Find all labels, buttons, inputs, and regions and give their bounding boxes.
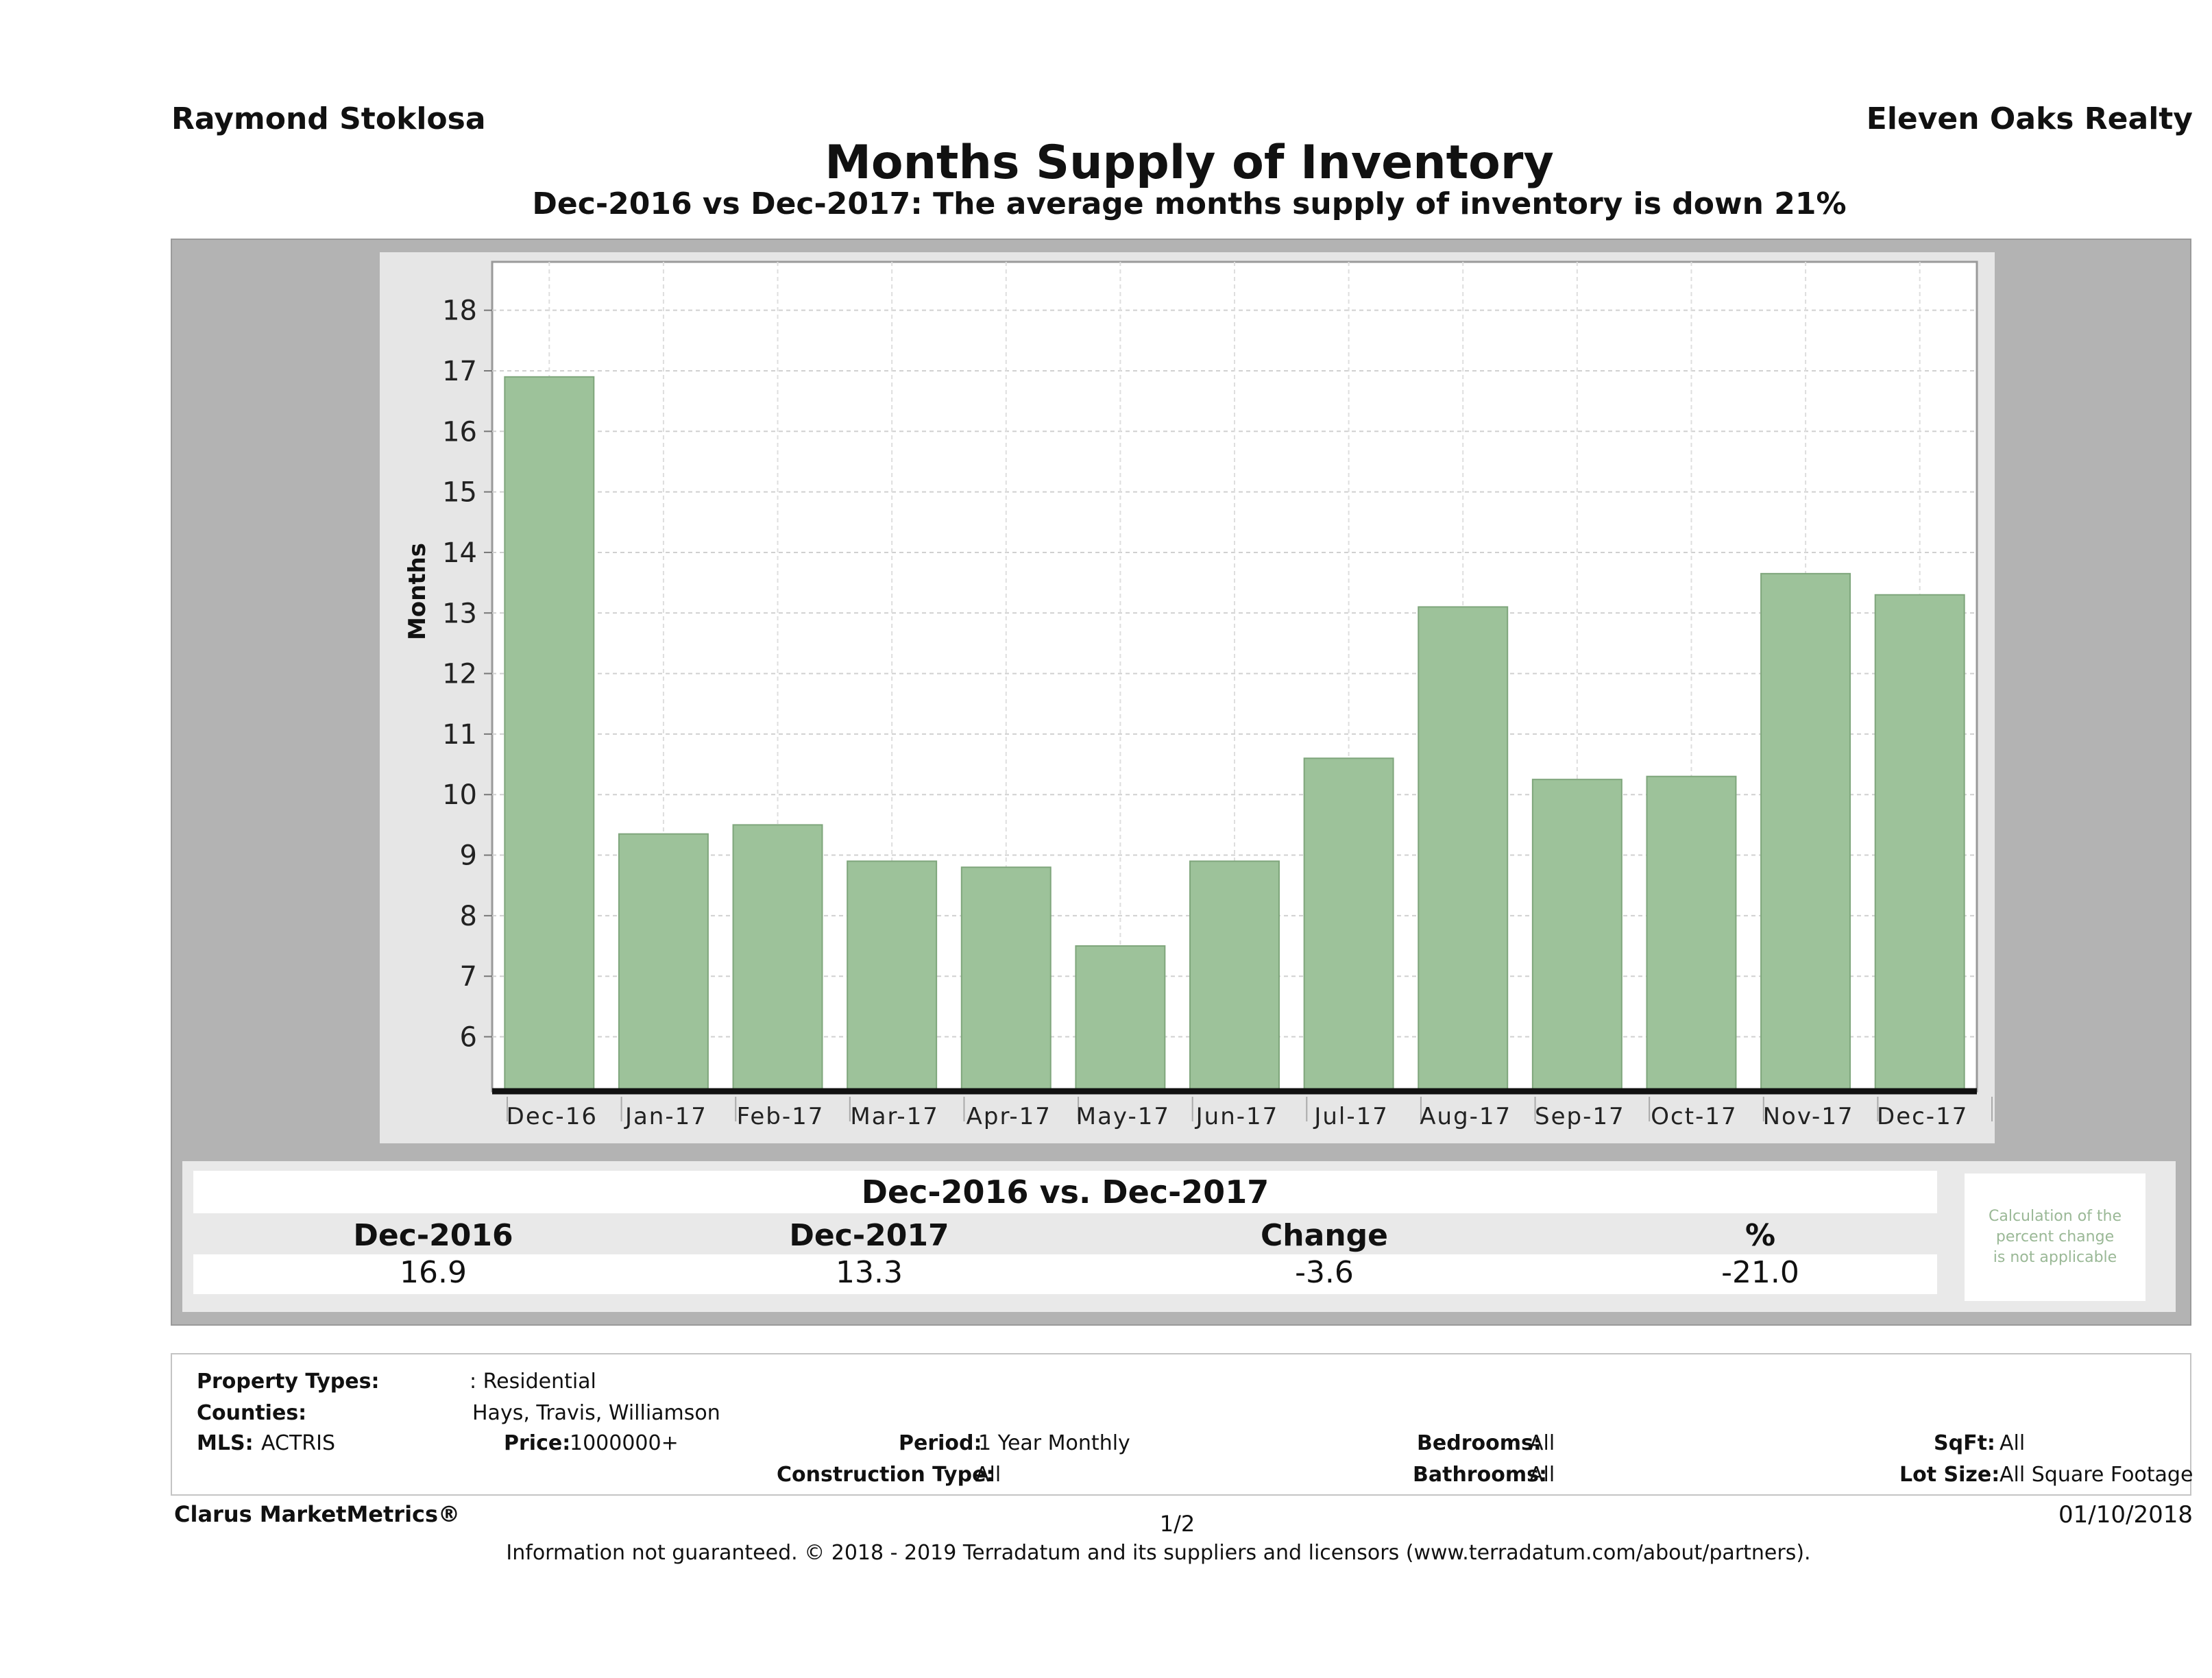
chart-subtitle: Dec-2016 vs Dec-2017: The average months… <box>532 186 1847 221</box>
x-tick-label: Apr-17 <box>967 1103 1052 1130</box>
y-tick-label: 16 <box>442 416 477 448</box>
x-tick-label: Feb-17 <box>737 1103 825 1130</box>
bedrooms-label: Bedrooms: <box>1417 1431 1542 1455</box>
report-date: 01/10/2018 <box>2058 1501 2193 1529</box>
summary-header-percent: % <box>1745 1218 1776 1253</box>
lot-size-label: Lot Size: <box>1899 1463 2000 1487</box>
x-tick-label: Jun-17 <box>1195 1103 1279 1130</box>
summary-header-end: Dec-2017 <box>789 1218 949 1253</box>
y-tick-label: 13 <box>442 598 477 629</box>
x-tick-label: Mar-17 <box>850 1103 939 1130</box>
mls-value: ACTRIS <box>261 1431 336 1455</box>
lot-size-value: All Square Footage <box>2000 1463 2193 1487</box>
note-line-2: percent change <box>1995 1228 2115 1245</box>
bar-dec-17 <box>1874 594 1965 1092</box>
brokerage-name: Eleven Oaks Realty <box>1866 101 2193 136</box>
bar-nov-17 <box>1760 572 1851 1092</box>
summary-table: Dec-2016 vs. Dec-2017 Dec-2016 Dec-2017 … <box>182 1161 2176 1312</box>
x-tick-label: Jul-17 <box>1313 1103 1389 1130</box>
x-tick-label: Jan-17 <box>624 1103 707 1130</box>
footer-brand: Clarus MarketMetrics® <box>174 1501 461 1527</box>
price-label: Price: <box>504 1431 571 1455</box>
summary-values-row: 16.9 13.3 -3.6 -21.0 <box>193 1254 1937 1294</box>
bar-mar-17 <box>847 860 938 1093</box>
x-tick-label: Oct-17 <box>1651 1103 1737 1130</box>
y-tick-label: 7 <box>460 961 477 993</box>
chart-title: Months Supply of Inventory <box>825 136 1554 190</box>
x-tick-label: Aug-17 <box>1420 1103 1511 1130</box>
note-line-1: Calculation of the <box>1988 1208 2122 1225</box>
agent-name: Raymond Stoklosa <box>171 101 486 136</box>
bar-feb-17 <box>732 824 823 1092</box>
summary-header-start: Dec-2016 <box>353 1218 513 1253</box>
bar-dec-16 <box>504 376 595 1093</box>
y-tick-label: 14 <box>442 537 477 569</box>
y-tick-label: 18 <box>442 295 477 327</box>
note-line-3: is not applicable <box>1993 1249 2117 1266</box>
y-tick-label: 9 <box>460 840 477 872</box>
disclaimer: Information not guaranteed. © 2018 - 201… <box>506 1541 1811 1565</box>
mls-label: MLS: <box>197 1431 254 1455</box>
y-tick-label: 17 <box>442 356 477 387</box>
bedrooms-value: All <box>1529 1431 1555 1455</box>
summary-value-percent: -21.0 <box>1721 1255 1799 1290</box>
y-tick-label: 15 <box>442 477 477 509</box>
x-tick-label: Dec-16 <box>507 1103 598 1130</box>
bathrooms-value: All <box>1529 1463 1555 1487</box>
summary-title: Dec-2016 vs. Dec-2017 <box>193 1171 1937 1213</box>
summary-value-change: -3.6 <box>1295 1255 1354 1290</box>
y-tick-label: 11 <box>442 719 477 751</box>
price-value: 1000000+ <box>570 1431 679 1455</box>
y-tick-label: 8 <box>460 901 477 932</box>
summary-header-row: Dec-2016 Dec-2017 Change % <box>193 1217 1937 1253</box>
y-tick-label: 12 <box>442 659 477 690</box>
property-types-label: Property Types: <box>197 1370 380 1394</box>
period-label: Period: <box>899 1431 982 1455</box>
bathrooms-label: Bathrooms: <box>1413 1463 1547 1487</box>
counties-label: Counties: <box>197 1401 307 1425</box>
bar-aug-17 <box>1418 606 1509 1092</box>
x-tick-label: Nov-17 <box>1763 1103 1854 1130</box>
criteria-box: Property Types: : Residential Counties: … <box>171 1353 2193 1496</box>
bar-jul-17 <box>1303 757 1394 1092</box>
x-tick-label: Dec-17 <box>1877 1103 1968 1130</box>
page-number: 1/2 <box>1159 1511 1195 1537</box>
period-value: 1 Year Monthly <box>978 1431 1130 1455</box>
property-types-value: : Residential <box>470 1370 596 1394</box>
y-tick-label: 10 <box>442 779 477 811</box>
bar-chart: 6 7 8 9 10 11 12 13 14 15 16 17 18 Dec-16 Jan-17 Feb-17… <box>404 260 1993 1130</box>
sqft-label: SqFt: <box>1934 1431 1995 1455</box>
bar-jan-17 <box>618 833 709 1092</box>
sqft-value: All <box>2000 1431 2026 1455</box>
bar-may-17 <box>1075 945 1166 1092</box>
x-tick-label: May-17 <box>1076 1103 1170 1130</box>
percent-change-note: Calculation of the percent change is not… <box>1965 1174 2146 1301</box>
bar-apr-17 <box>960 866 1052 1092</box>
construction-type-label: Construction Type: <box>777 1463 995 1487</box>
summary-value-start: 16.9 <box>400 1255 467 1290</box>
counties-value: Hays, Travis, Williamson <box>472 1401 720 1425</box>
plot-area: 6 7 8 9 10 11 12 13 14 15 16 17 18 Dec-16 Jan-17 Feb-17… <box>380 252 1995 1143</box>
y-tick-label: 6 <box>460 1022 477 1054</box>
bar-jun-17 <box>1189 860 1280 1093</box>
summary-value-end: 13.3 <box>836 1255 903 1290</box>
construction-type-value: All <box>975 1463 1001 1487</box>
x-tick-label: Sep-17 <box>1535 1103 1625 1130</box>
summary-header-change: Change <box>1261 1218 1388 1253</box>
y-axis-label: Months <box>404 543 431 640</box>
bar-oct-17 <box>1646 775 1737 1092</box>
bar-sep-17 <box>1531 779 1622 1092</box>
